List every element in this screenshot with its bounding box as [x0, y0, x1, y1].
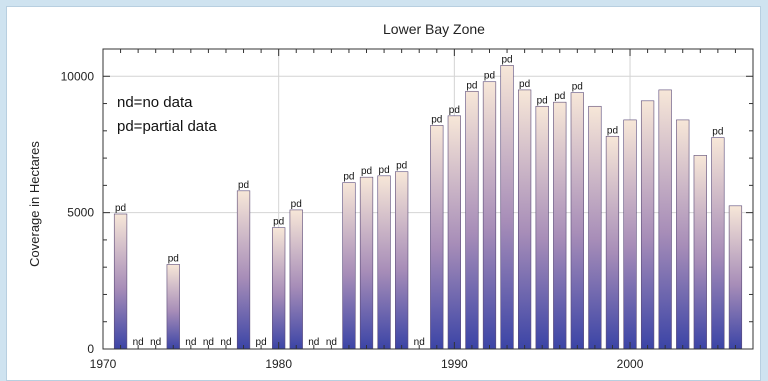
bar-data-label: pd — [537, 95, 548, 106]
bar — [535, 105, 549, 350]
bar-data-label: pd — [343, 172, 354, 183]
bar-data-label: pd — [466, 80, 477, 91]
bar — [517, 89, 532, 350]
bar — [693, 155, 707, 350]
axis-ticks: 1970 1980 1990 2000 0 5000 10000 — [61, 48, 754, 371]
bar-data-label: nd — [150, 337, 161, 348]
annotation-pd: pd=partial data — [117, 118, 217, 135]
bar — [640, 100, 655, 350]
bar — [570, 92, 584, 350]
x-tick-label: 2000 — [617, 357, 644, 371]
grid-lines — [103, 49, 753, 349]
bar-data-label: pd — [607, 125, 618, 136]
bar — [482, 81, 497, 350]
bar-data-label: pd — [168, 253, 179, 264]
bar — [359, 176, 374, 350]
bar — [711, 137, 725, 350]
bar-data-label: pd — [396, 161, 407, 172]
bar — [623, 119, 637, 350]
y-tick-label: 5000 — [67, 206, 94, 220]
annotation-nd: nd=no data — [117, 94, 193, 111]
bar-data-label: pd — [256, 337, 267, 348]
bar — [728, 205, 743, 350]
bar-data-label: pd — [238, 180, 249, 191]
bar-data-label: pd — [449, 105, 460, 116]
bar — [342, 182, 356, 350]
bar-data-label: nd — [203, 337, 214, 348]
bar — [113, 213, 128, 350]
y-tick-label: 10000 — [61, 69, 95, 83]
bar — [166, 264, 180, 350]
x-tick-label: 1980 — [265, 357, 292, 371]
bar — [377, 175, 391, 350]
bar-data-label: pd — [554, 91, 565, 102]
bar-data-label: nd — [220, 337, 231, 348]
bar-data-label: pd — [712, 127, 723, 138]
bar — [395, 171, 409, 350]
bar — [553, 101, 567, 350]
bar — [289, 209, 303, 350]
bar-data-label: pd — [572, 82, 583, 93]
bar — [447, 115, 461, 350]
x-tick-label: 1970 — [90, 357, 117, 371]
x-tick-label: 1990 — [441, 357, 468, 371]
bar-data-label: pd — [484, 71, 495, 82]
bar — [430, 125, 444, 350]
bar — [658, 89, 672, 350]
bar — [236, 190, 251, 350]
bar — [676, 119, 690, 350]
y-axis-label: Coverage in Hectares — [27, 141, 42, 267]
bar-data-label: pd — [115, 203, 126, 214]
bar — [272, 227, 286, 350]
chart-title: Lower Bay Zone — [383, 21, 485, 37]
bar-data-label: pd — [379, 165, 390, 176]
bar-data-label: pd — [501, 54, 512, 65]
bar-data-label: pd — [519, 79, 530, 90]
bar-data-label: pd — [291, 199, 302, 210]
bar-series — [113, 65, 743, 350]
bar-data-label: nd — [133, 337, 144, 348]
bar — [588, 105, 602, 350]
bar-data-label: nd — [326, 337, 337, 348]
bar-data-label: pd — [361, 166, 372, 177]
bar — [500, 65, 514, 350]
bar — [465, 90, 479, 350]
bar-data-label: pd — [273, 217, 284, 228]
chart-frame: pd nd nd pd nd nd nd pd pd pd pd nd nd pd pd pd pd nd pd pd… — [6, 6, 761, 381]
bar-data-label: pd — [431, 114, 442, 125]
bar — [605, 135, 620, 350]
plot-area-border — [102, 48, 754, 350]
bar-data-label: nd — [308, 337, 319, 348]
y-tick-label: 0 — [87, 342, 94, 356]
bar-data-label: nd — [185, 337, 196, 348]
bar-data-label: nd — [414, 337, 425, 348]
